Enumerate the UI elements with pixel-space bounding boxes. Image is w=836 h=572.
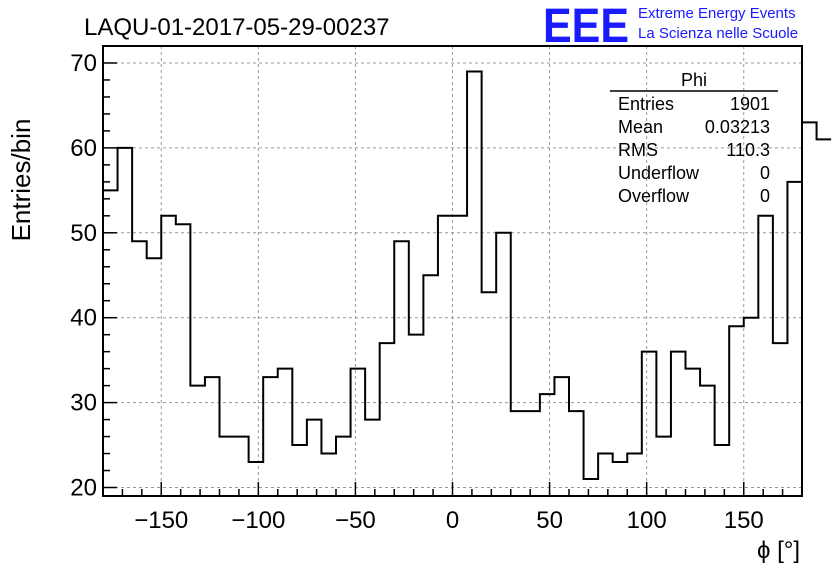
histogram-bin [190,386,205,496]
histogram-bin [423,275,438,496]
histogram-bin [147,258,162,496]
histogram-bin [351,369,366,496]
x-tick-label: 150 [724,507,764,534]
histogram-bin [496,233,511,496]
histogram-bin [729,326,744,496]
x-tick-label: −150 [134,507,188,534]
histogram-bin [656,437,671,496]
histogram-bin [802,122,817,496]
eee-logo-line1: Extreme Energy Events [638,5,796,22]
histogram-bin [569,411,584,496]
y-tick-label: 60 [70,135,97,162]
histogram-bin [540,394,555,496]
histogram-bin [817,139,832,496]
stats-box: Phi Entries 1901 Mean 0.03213 RMS 110.3 … [610,70,778,206]
stats-value-underflow: 0 [760,163,770,183]
histogram-bin [263,377,278,496]
histogram-bin [220,437,235,496]
histogram-bin [205,377,220,496]
y-tick-label: 20 [70,475,97,502]
stats-label-rms: RMS [618,140,658,160]
histogram-bin [161,216,176,496]
x-tick-label: 0 [446,507,459,534]
histogram-bin [409,335,424,496]
histogram-bin [365,420,380,496]
histogram-bin [758,216,773,496]
histogram-bin [554,377,569,496]
histogram-bin [467,71,482,496]
histogram-bin [118,148,133,496]
stats-label-entries: Entries [618,94,674,114]
x-tick-label: −100 [231,507,285,534]
histogram-bin [249,462,264,496]
x-tick-label: −50 [335,507,376,534]
histogram-bin [307,420,322,496]
stats-label-underflow: Underflow [618,163,700,183]
stats-value-mean: 0.03213 [705,117,770,137]
stats-title: Phi [681,70,707,90]
y-axis-label: Entries/bin [6,119,36,242]
histogram-bin [598,454,613,496]
histogram-bin [787,182,802,496]
histogram-bin [686,369,701,496]
histogram-bin [511,411,526,496]
histogram-bin [700,386,715,496]
x-tick-label: 100 [627,507,667,534]
y-tick-label: 40 [70,305,97,332]
histogram-bin [627,454,642,496]
histogram-bin [438,216,453,496]
histogram-bin [773,343,788,496]
x-tick-label: 50 [536,507,563,534]
histogram-bin [132,241,147,496]
histogram-bin [321,454,336,496]
histogram-bin [234,437,249,496]
y-tick-label: 70 [70,50,97,77]
histogram-bin [103,190,118,496]
histogram-bin [715,445,730,496]
eee-logo-line2: La Scienza nelle Scuole [638,25,798,42]
x-axis-label: ϕ [°] [757,537,800,564]
stats-value-entries: 1901 [730,94,770,114]
histogram-bin [453,216,468,496]
histogram-bin [613,462,628,496]
histogram-bin [292,445,307,496]
stats-value-rms: 110.3 [726,140,770,160]
histogram-bin [642,352,657,496]
y-tick-label: 30 [70,390,97,417]
histogram-bin [176,224,191,496]
histogram-bin [671,352,686,496]
histogram-bin [278,369,293,496]
histogram-bin [394,241,409,496]
histogram-bin [482,292,497,496]
stats-value-overflow: 0 [760,186,770,206]
histogram-bin [584,479,599,496]
y-tick-label: 50 [70,220,97,247]
stats-label-overflow: Overflow [618,186,690,206]
histogram-bin [525,411,540,496]
histogram-bin [744,318,759,496]
histogram-bin [380,343,395,496]
histogram-bin [336,437,351,496]
stats-label-mean: Mean [618,117,663,137]
chart-title: LAQU-01-2017-05-29-00237 [84,14,390,41]
